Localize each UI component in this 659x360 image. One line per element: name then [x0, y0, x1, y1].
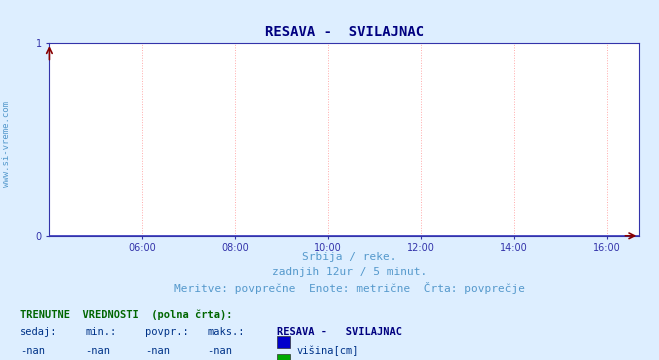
Text: maks.:: maks.:	[208, 327, 245, 337]
Text: TRENUTNE  VREDNOSTI  (polna črta):: TRENUTNE VREDNOSTI (polna črta):	[20, 310, 232, 320]
Text: www.si-vreme.com: www.si-vreme.com	[2, 101, 11, 187]
Title: RESAVA -  SVILAJNAC: RESAVA - SVILAJNAC	[265, 25, 424, 39]
Text: višina[cm]: višina[cm]	[297, 346, 359, 356]
Text: min.:: min.:	[86, 327, 117, 337]
Text: -nan: -nan	[145, 346, 170, 356]
Text: -nan: -nan	[20, 346, 45, 356]
Text: -nan: -nan	[208, 346, 233, 356]
Text: Meritve: povprečne  Enote: metrične  Črta: povprečje: Meritve: povprečne Enote: metrične Črta:…	[174, 282, 525, 294]
Text: sedaj:: sedaj:	[20, 327, 57, 337]
Text: zadnjih 12ur / 5 minut.: zadnjih 12ur / 5 minut.	[272, 267, 427, 277]
Text: -nan: -nan	[86, 346, 111, 356]
Text: Srbija / reke.: Srbija / reke.	[302, 252, 397, 262]
Text: RESAVA -   SVILAJNAC: RESAVA - SVILAJNAC	[277, 327, 402, 337]
Text: povpr.:: povpr.:	[145, 327, 188, 337]
